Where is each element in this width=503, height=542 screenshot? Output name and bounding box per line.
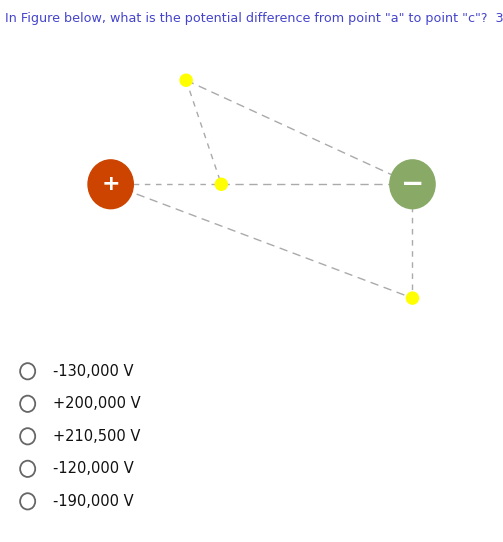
Text: 1m: 1m (154, 154, 178, 168)
Text: 2m: 2m (142, 125, 166, 139)
Text: +: + (101, 175, 120, 194)
Text: $a$: $a$ (180, 32, 193, 51)
Text: -130,000 V: -130,000 V (53, 364, 133, 379)
Text: -120,000 V: -120,000 V (53, 461, 134, 476)
Text: In Figure below, what is the potential difference from point "a" to point "c"?  : In Figure below, what is the potential d… (5, 12, 503, 25)
Text: 4.5m: 4.5m (280, 99, 319, 113)
Text: $c$: $c$ (220, 147, 232, 165)
Ellipse shape (88, 160, 133, 209)
Text: −: − (401, 170, 424, 198)
Ellipse shape (180, 74, 192, 86)
Text: $b$: $b$ (428, 314, 442, 334)
Text: 1m: 1m (428, 234, 452, 248)
Text: $+30\mu C$: $+30\mu C$ (445, 174, 503, 195)
Ellipse shape (406, 292, 418, 304)
Ellipse shape (390, 160, 435, 209)
Ellipse shape (215, 178, 227, 190)
Text: +200,000 V: +200,000 V (53, 396, 140, 411)
Text: $-20\mu C$: $-20\mu C$ (19, 174, 78, 195)
Text: 4.1m: 4.1m (262, 257, 301, 272)
Text: +210,500 V: +210,500 V (53, 429, 140, 444)
Text: -190,000 V: -190,000 V (53, 494, 133, 509)
Text: 3m: 3m (305, 154, 329, 168)
